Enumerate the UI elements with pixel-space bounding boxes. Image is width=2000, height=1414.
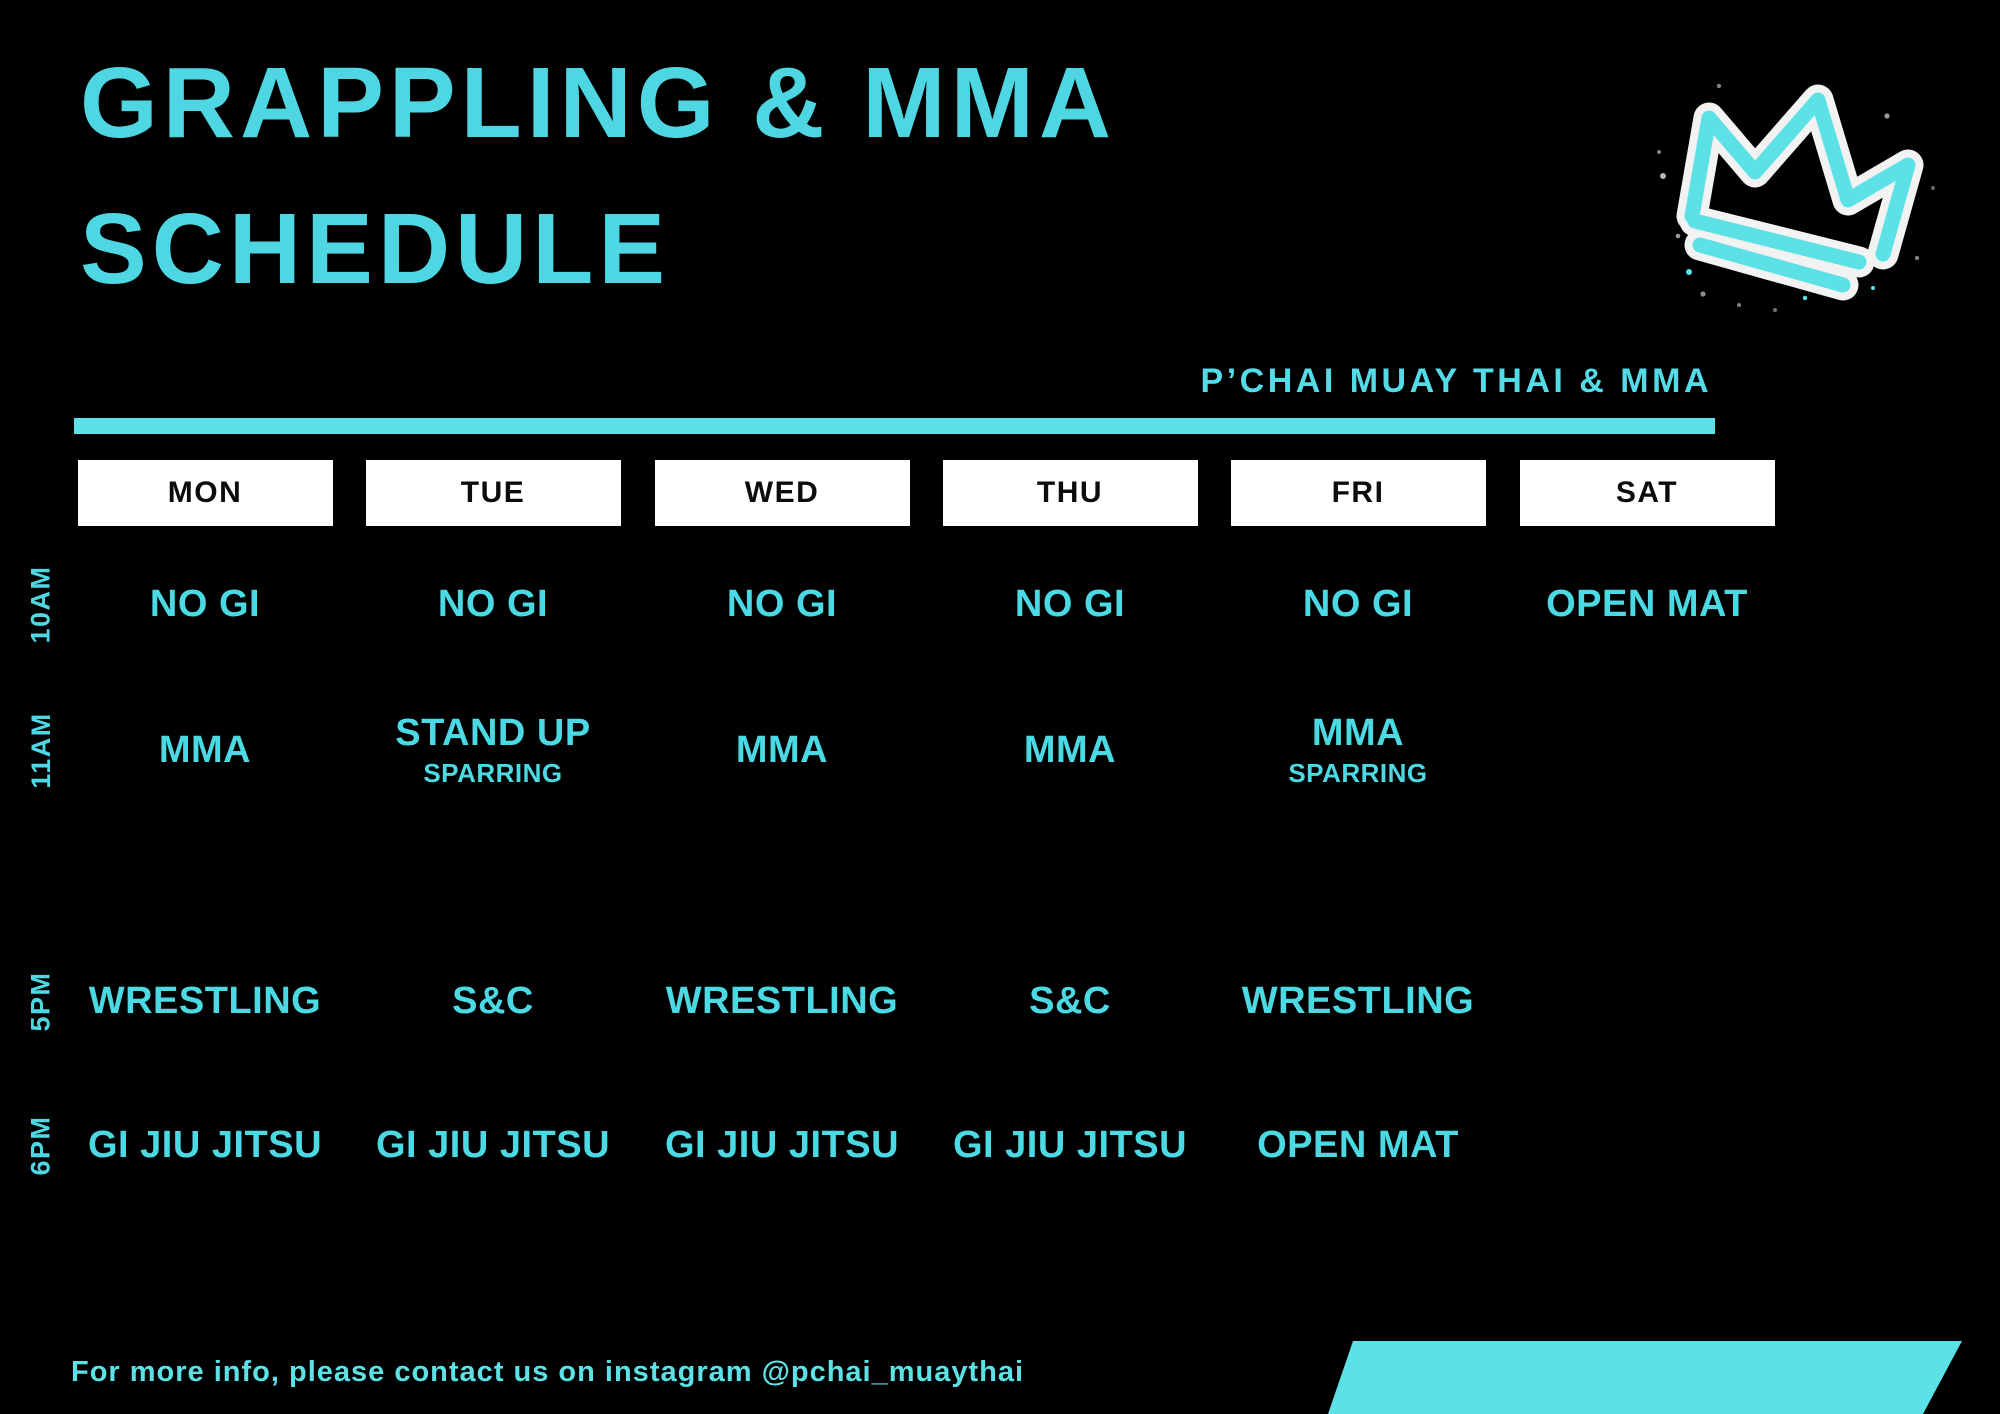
class-name: GI JIU JITSU — [952, 1124, 1188, 1166]
page-title-line1: GRAPPLING & MMA — [80, 47, 1117, 159]
accent-divider — [74, 418, 1715, 434]
cell-mon-6pm: GI JIU JITSU — [55, 1100, 355, 1190]
class-name: S&C — [1029, 980, 1111, 1022]
cell-wed-5pm: WRESTLING — [632, 956, 932, 1046]
footer-note: For more info, please contact us on inst… — [71, 1356, 1025, 1388]
cell-fri-11am: MMA SPARRING — [1208, 700, 1508, 800]
cell-wed-11am: MMA — [632, 700, 932, 800]
class-name: WRESTLING — [665, 980, 899, 1022]
class-name: NO GI — [149, 583, 261, 625]
cell-mon-11am: MMA — [55, 700, 355, 800]
class-name: GI JIU JITSU — [664, 1124, 900, 1166]
class-subtitle: SPARRING — [423, 758, 563, 788]
class-name: WRESTLING — [88, 980, 322, 1022]
time-label-text: 6PM — [25, 1114, 56, 1176]
cell-thu-11am: MMA — [920, 700, 1220, 800]
class-name: OPEN MAT — [1257, 1124, 1459, 1166]
cell-fri-6pm: OPEN MAT — [1208, 1100, 1508, 1190]
crown-logo-icon — [1657, 83, 1935, 312]
day-header-sat: SAT — [1519, 460, 1775, 526]
cell-tue-10am: NO GI — [343, 559, 643, 649]
class-name: NO GI — [726, 583, 838, 625]
page-title-line2: SCHEDULE — [80, 193, 671, 305]
class-name: MMA — [735, 729, 829, 771]
corner-accent-shape — [1328, 1341, 1962, 1414]
brand-name: P’CHAI MUAY THAI & MMA — [1200, 362, 1712, 400]
class-subtitle: SPARRING — [1288, 758, 1428, 788]
cell-thu-5pm: S&C — [920, 956, 1220, 1046]
cell-tue-6pm: GI JIU JITSU — [343, 1100, 643, 1190]
class-name: MMA — [1023, 729, 1117, 771]
class-name: STAND UP — [395, 712, 591, 754]
cell-tue-11am: STAND UP SPARRING — [343, 700, 643, 800]
day-header-mon: MON — [77, 460, 333, 526]
time-label-text: 11AM — [25, 711, 56, 789]
cell-thu-6pm: GI JIU JITSU — [920, 1100, 1220, 1190]
class-name: NO GI — [437, 583, 549, 625]
cell-fri-5pm: WRESTLING — [1208, 956, 1508, 1046]
day-header-tue: TUE — [365, 460, 621, 526]
class-name: MMA — [1311, 712, 1405, 754]
day-header-wed: WED — [654, 460, 910, 526]
cell-tue-5pm: S&C — [343, 956, 643, 1046]
cell-wed-10am: NO GI — [632, 559, 932, 649]
day-header-thu: THU — [942, 460, 1198, 526]
time-label-text: 10AM — [25, 564, 56, 644]
cell-wed-6pm: GI JIU JITSU — [632, 1100, 932, 1190]
day-header-fri: FRI — [1230, 460, 1486, 526]
class-name: NO GI — [1302, 583, 1414, 625]
class-name: MMA — [158, 729, 252, 771]
cell-sat-10am: OPEN MAT — [1497, 559, 1797, 649]
class-name: OPEN MAT — [1546, 583, 1748, 625]
class-name: GI JIU JITSU — [375, 1124, 611, 1166]
class-name: GI JIU JITSU — [87, 1124, 323, 1166]
class-name: WRESTLING — [1241, 980, 1475, 1022]
class-name: NO GI — [1014, 583, 1126, 625]
time-label-text: 5PM — [25, 970, 56, 1032]
cell-thu-10am: NO GI — [920, 559, 1220, 649]
cell-mon-10am: NO GI — [55, 559, 355, 649]
cell-mon-5pm: WRESTLING — [55, 956, 355, 1046]
cell-fri-10am: NO GI — [1208, 559, 1508, 649]
page-title: GRAPPLING & MMA SCHEDULE — [80, 30, 1116, 322]
class-name: S&C — [452, 980, 534, 1022]
